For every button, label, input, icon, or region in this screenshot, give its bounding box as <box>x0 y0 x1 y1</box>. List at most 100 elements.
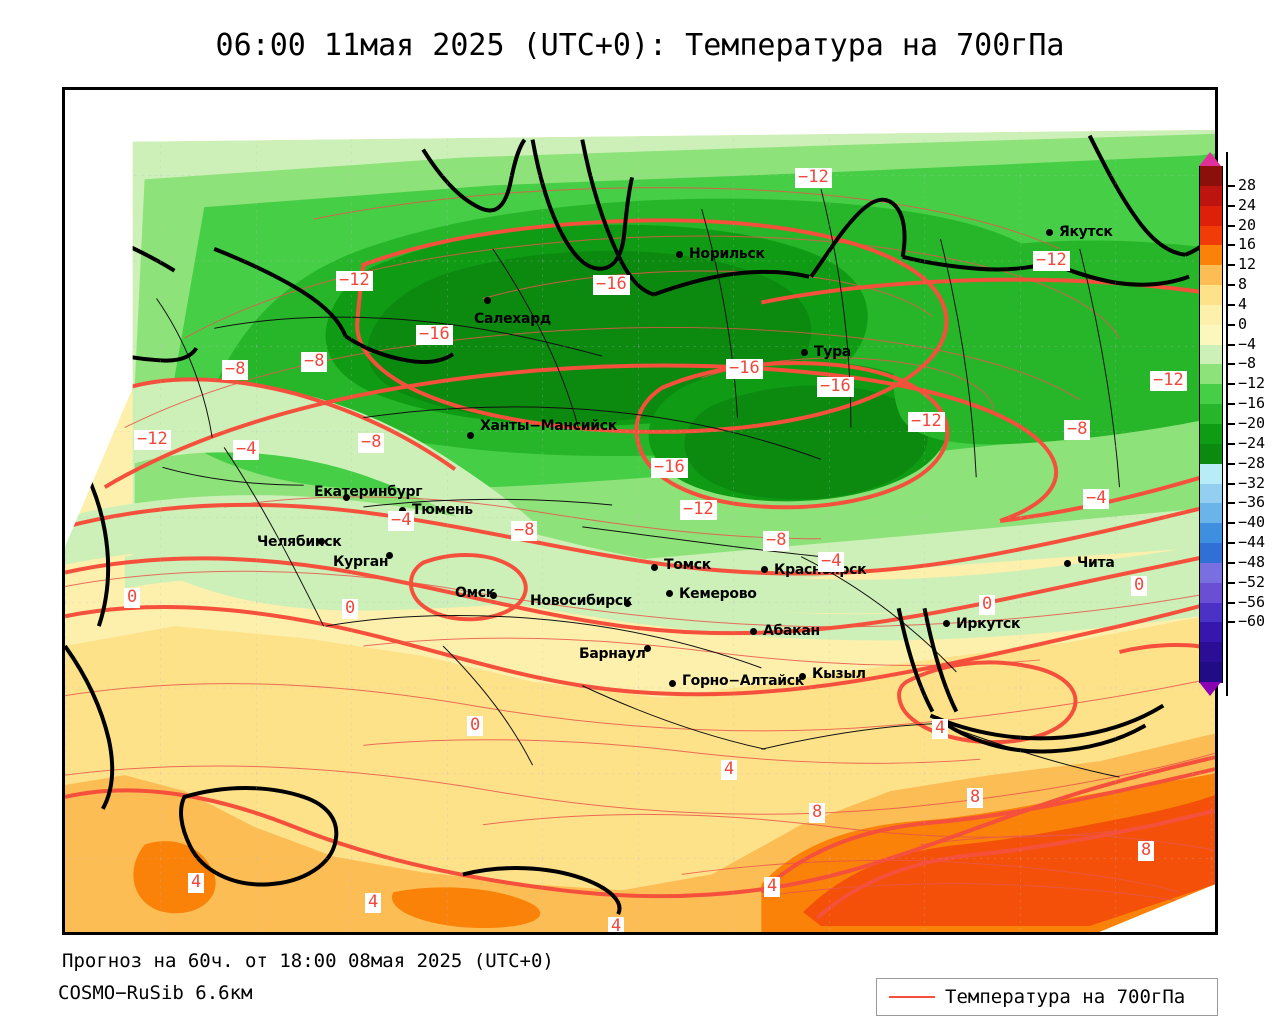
city-label: Иркутск <box>956 616 1021 632</box>
city-marker[interactable] <box>1046 229 1053 236</box>
contour-value-label: −16 <box>593 275 630 295</box>
colorbar-tick-label: 8 <box>1238 275 1248 294</box>
colorbar-tick-label: 28 <box>1238 175 1257 194</box>
colorbar-cell <box>1199 622 1223 643</box>
legend-label: Температура на 700гПа <box>945 986 1186 1008</box>
city-marker[interactable] <box>624 600 631 607</box>
city-marker[interactable] <box>484 297 491 304</box>
contour-value-label: −8 <box>763 531 790 551</box>
colorbar-tick-label: 0 <box>1238 314 1248 333</box>
legend-line-swatch <box>889 996 935 998</box>
city-label: Тюмень <box>412 502 473 518</box>
colorbar-cell <box>1199 166 1223 187</box>
city-marker[interactable] <box>799 673 806 680</box>
city-label: Горно−Алтайск <box>682 673 804 689</box>
colorbar-cell <box>1199 562 1223 584</box>
city-marker[interactable] <box>399 507 406 514</box>
city-label: Барнаул <box>579 646 646 662</box>
colorbar-tick <box>1226 343 1235 346</box>
colorbar-tick-label: −40 <box>1238 513 1266 532</box>
colorbar-tick <box>1226 184 1235 187</box>
colorbar-tick <box>1226 462 1235 465</box>
contour-value-label: −4 <box>388 511 415 531</box>
colorbar-cell <box>1199 443 1223 465</box>
city-marker[interactable] <box>644 645 651 652</box>
colorbar-tick-label: −44 <box>1238 533 1266 552</box>
city-label: Новосибирск <box>530 593 633 609</box>
colorbar-tick <box>1226 542 1235 545</box>
city-marker[interactable] <box>318 538 325 545</box>
city-marker[interactable] <box>386 552 393 559</box>
contour-value-label: 4 <box>932 719 949 739</box>
city-label: Екатеринбург <box>314 484 423 500</box>
city-label: Норильск <box>689 246 765 262</box>
colorbar-cell <box>1199 185 1223 207</box>
colorbar-cell <box>1199 285 1223 306</box>
colorbar-cell <box>1199 543 1223 564</box>
contour-value-label: −4 <box>1083 489 1110 509</box>
contour-value-label: 4 <box>764 877 781 897</box>
colorbar-tick <box>1226 482 1235 485</box>
city-marker[interactable] <box>750 628 757 635</box>
city-marker[interactable] <box>666 590 673 597</box>
city-label: Якутск <box>1059 224 1113 240</box>
colorbar-cell <box>1199 483 1223 504</box>
colorbar-cell <box>1199 662 1223 683</box>
contour-value-label: 0 <box>467 716 484 736</box>
colorbar-tick <box>1226 244 1235 247</box>
city-marker[interactable] <box>467 432 474 439</box>
colorbar-cell <box>1199 245 1223 266</box>
colorbar-tick-label: −8 <box>1238 354 1257 373</box>
contour-value-label: 0 <box>124 588 141 608</box>
contour-value-label: −8 <box>511 521 538 541</box>
colorbar-tick-label: −24 <box>1238 433 1266 452</box>
city-label: Абакан <box>763 623 820 639</box>
city-label: Тура <box>814 344 851 360</box>
contour-value-label: −12 <box>134 430 171 450</box>
contour-value-label: −8 <box>358 433 385 453</box>
colorbar-tick <box>1226 581 1235 584</box>
city-marker[interactable] <box>801 349 808 356</box>
contour-value-label: 4 <box>608 917 625 932</box>
city-marker[interactable] <box>490 592 497 599</box>
colorbar-cell <box>1199 265 1223 286</box>
colorbar-tick <box>1226 621 1235 624</box>
contour-value-label: −12 <box>908 412 945 432</box>
city-label: Салехард <box>474 311 551 327</box>
colorbar-tick <box>1226 284 1235 287</box>
city-marker[interactable] <box>1064 560 1071 567</box>
temperature-field <box>65 90 1215 932</box>
city-label: Ханты−Мансийск <box>480 418 617 434</box>
colorbar-tick <box>1226 423 1235 425</box>
colorbar-cell <box>1199 205 1223 227</box>
city-marker[interactable] <box>343 494 350 501</box>
colorbar-cell <box>1199 364 1223 385</box>
colorbar-cell <box>1199 523 1223 544</box>
colorbar-tick <box>1226 601 1235 604</box>
city-marker[interactable] <box>651 564 658 571</box>
city-marker[interactable] <box>943 620 950 627</box>
colorbar-cell <box>1199 225 1223 246</box>
contour-value-label: −8 <box>222 360 249 380</box>
colorbar-tick <box>1226 303 1235 306</box>
contour-value-label: 0 <box>979 595 996 615</box>
colorbar-tick-label: −48 <box>1238 552 1266 571</box>
forecast-info: Прогноз на 60ч. от 18:00 08мая 2025 (UTC… <box>62 950 554 972</box>
colorbar-tick-label: 24 <box>1238 195 1257 214</box>
page-title: 06:00 11мая 2025 (UTC+0): Температура на… <box>215 28 1065 63</box>
contour-value-label: −8 <box>1064 420 1091 440</box>
city-marker[interactable] <box>761 566 768 573</box>
colorbar-tick-label: −20 <box>1238 414 1266 432</box>
contour-value-label: −16 <box>651 458 688 478</box>
weather-map[interactable]: Якутск Норильск Тура Салехард Ханты−Мансийск… <box>62 87 1218 935</box>
city-label: Кызыл <box>812 666 866 682</box>
colorbar-tick <box>1226 264 1235 267</box>
colorbar-cell <box>1199 463 1223 485</box>
contour-value-label: 4 <box>721 760 738 780</box>
colorbar-cell <box>1199 384 1223 405</box>
contour-value-label: −16 <box>726 359 763 379</box>
city-marker[interactable] <box>669 680 676 687</box>
colorbar-tick-label: −32 <box>1238 473 1266 492</box>
city-marker[interactable] <box>676 251 683 258</box>
colorbar-tick-label: −52 <box>1238 572 1266 591</box>
